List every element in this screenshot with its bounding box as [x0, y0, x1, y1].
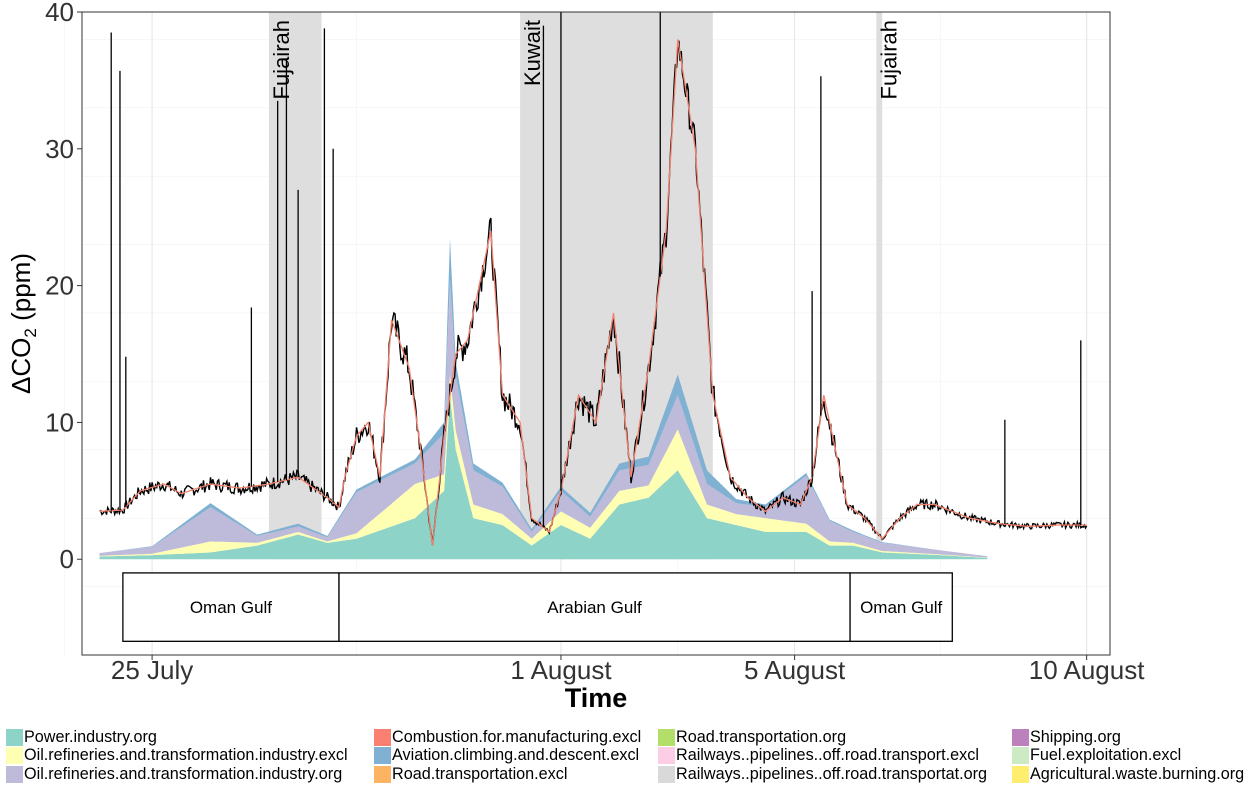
legend-swatch: [658, 728, 675, 746]
legend-swatch: [1012, 728, 1029, 746]
y-axis: 0 10 20 30 40: [45, 0, 82, 574]
model-line: [99, 39, 1087, 546]
legend-swatch: [374, 728, 391, 746]
legend-item: Oil.refineries.and.transformation.indust…: [6, 765, 348, 784]
legend-item: Road.transportation.excl: [374, 765, 641, 784]
legend-swatch: [6, 728, 23, 746]
modelled-co2-line: [99, 39, 1087, 546]
legend-item: Road.transportation.org: [658, 728, 987, 747]
legend-label: Road.transportation.org: [676, 727, 847, 746]
legend-item: Shipping.org: [1012, 728, 1244, 747]
legend-item: Agricultural.waste.burning.org: [1012, 765, 1244, 784]
plot-panel-border: [81, 11, 1111, 656]
legend-label: Oil.refineries.and.transformation.indust…: [24, 746, 348, 765]
legend-column: Combustion.for.manufacturing.excl Aviatio…: [374, 728, 641, 784]
legend-swatch: [6, 765, 23, 783]
legend-label: Railways..pipelines..off.road.transporta…: [676, 764, 988, 783]
legend-label: Oil.refineries.and.transformation.indust…: [24, 764, 343, 783]
y-axis-title-main: ΔCO: [6, 338, 36, 394]
legend-label: Shipping.org: [1030, 727, 1121, 746]
legend-swatch: [6, 747, 23, 765]
y-tick-label: 0: [60, 544, 74, 574]
x-tick-label: 5 August: [744, 655, 846, 685]
legend-label: Road.transportation.excl: [392, 764, 568, 783]
legend-label: Railways..pipelines..off.road.transport.…: [676, 746, 979, 765]
legend-item: Aviation.climbing.and.descent.excl: [374, 746, 641, 766]
measured-co2-line: [99, 40, 1088, 546]
legend-swatch: [1012, 747, 1029, 765]
legend-swatch: [658, 747, 675, 765]
legend-item: Oil.refineries.and.transformation.indust…: [6, 746, 348, 766]
legend-column: Road.transportation.org Railways..pipelin…: [658, 728, 987, 784]
legend-item: Railways..pipelines..off.road.transport.…: [658, 746, 987, 766]
region-boxes: Oman Gulf Arabian Gulf Oman Gulf: [122, 572, 953, 642]
x-tick-label: 25 July: [111, 655, 193, 685]
y-axis-title: ΔCO2 (ppm): [6, 253, 40, 394]
port-label: Kuwait: [520, 20, 545, 86]
legend-swatch: [374, 747, 391, 765]
x-tick-label: 1 August: [510, 655, 612, 685]
chart-plot: Fujairah Kuwait Fujairah Oman Gulf Arabian …: [6, 0, 1145, 713]
legend-column: Power.industry.org Oil.refineries.and.tra…: [6, 728, 348, 784]
port-shading: [268, 12, 883, 560]
y-tick-label: 40: [45, 0, 74, 27]
region-label: Oman Gulf: [190, 598, 272, 617]
legend-label: Power.industry.org: [24, 727, 157, 746]
emission-stack-areas: [99, 237, 988, 560]
port-period-band: [876, 12, 883, 560]
port-label: Fujairah: [876, 20, 901, 99]
legend-item: Power.industry.org: [6, 728, 348, 747]
y-tick-label: 20: [45, 271, 74, 301]
region-label: Oman Gulf: [860, 598, 942, 617]
legend-label: Combustion.for.manufacturing.excl: [392, 727, 642, 746]
x-tick-label: 10 August: [1029, 655, 1145, 685]
legend-label: Agricultural.waste.burning.org: [1030, 764, 1245, 783]
x-axis: 25 July 1 August 5 August 10 August: [111, 655, 1145, 685]
measured-line: [99, 40, 1088, 546]
region-box: [338, 572, 851, 642]
region-box: [122, 572, 340, 642]
measurement-spikes: [110, 12, 1082, 528]
y-tick-label: 30: [45, 134, 74, 164]
legend-swatch: [1012, 765, 1029, 783]
y-axis-title-subscript: 2: [21, 328, 40, 337]
region-box: [849, 572, 953, 642]
legend-item: Combustion.for.manufacturing.excl: [374, 728, 641, 747]
legend-label: Aviation.climbing.and.descent.excl: [392, 746, 640, 765]
stack-area-oil-refineries-and-transformation-industry-org: [99, 278, 988, 558]
legend-swatch: [374, 765, 391, 783]
y-tick-label: 10: [45, 407, 74, 437]
legend-label: Fuel.exploitation.excl: [1030, 746, 1182, 765]
y-axis-title-unit: (ppm): [6, 253, 36, 328]
region-label: Arabian Gulf: [547, 598, 642, 617]
legend-item: Fuel.exploitation.excl: [1012, 746, 1244, 766]
port-labels: Fujairah Kuwait Fujairah: [269, 20, 901, 99]
legend-item: Railways..pipelines..off.road.transporta…: [658, 765, 987, 784]
legend: Power.industry.org Oil.refineries.and.tra…: [6, 728, 1256, 784]
port-label: Fujairah: [269, 20, 294, 99]
legend-swatch: [658, 765, 675, 783]
legend-column: Shipping.org Fuel.exploitation.excl Agricu…: [1012, 728, 1244, 784]
x-axis-title: Time: [565, 683, 628, 713]
